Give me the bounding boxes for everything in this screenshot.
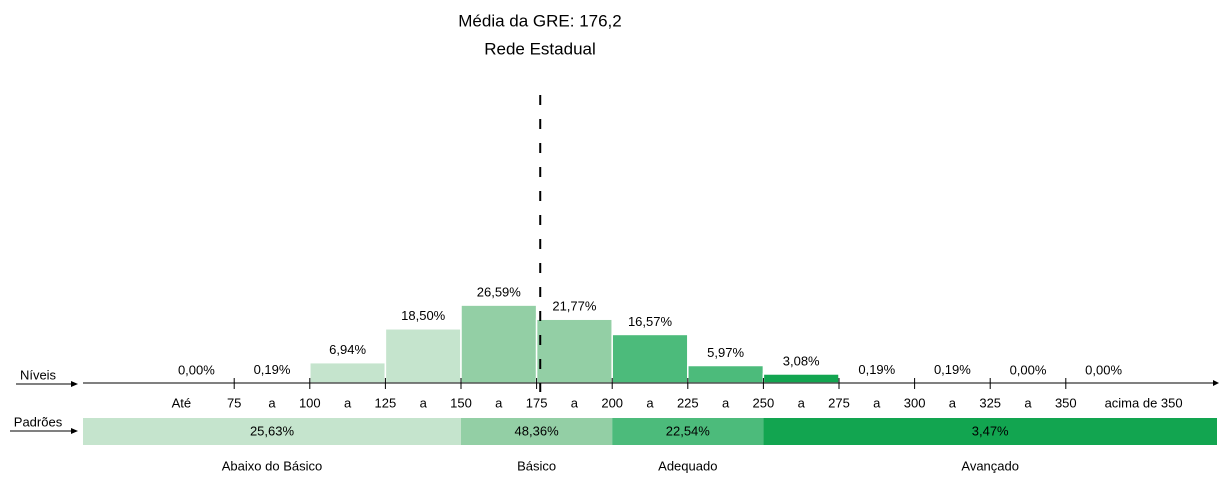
bin-label: a [268,395,276,410]
bin-label: a [344,395,352,410]
value-label: 6,94% [329,342,366,357]
bar [687,364,765,384]
x-tick-label: 325 [979,395,1001,410]
arrowhead [71,381,78,387]
bin-label: a [798,395,806,410]
standard-value-label: 25,63% [250,423,295,438]
x-tick-label: 175 [526,395,548,410]
x-tick-label: 150 [450,395,472,410]
x-tick-label: 350 [1055,395,1077,410]
standard-value-label: 22,54% [666,423,711,438]
value-label: 0,00% [1010,362,1047,377]
bin-label: acima de 350 [1105,395,1183,410]
bar [611,333,689,384]
standards-label: Padrões [14,414,63,429]
chart-subtitle: Rede Estadual [484,39,596,58]
x-tick-label: 75 [227,395,241,410]
bin-label: a [495,395,503,410]
axis-arrowhead [1213,380,1219,386]
standard-segment [763,418,1217,445]
x-tick-label: 200 [601,395,623,410]
bin-label: Até [172,395,192,410]
x-tick-label: 125 [375,395,397,410]
value-label: 3,08% [783,353,820,368]
value-label: 0,19% [858,362,895,377]
standard-segment [612,418,764,445]
value-label: 26,59% [477,285,522,300]
bin-label: a [571,395,579,410]
standard-name: Básico [517,458,556,473]
value-label: 0,00% [178,362,215,377]
bin-label: a [722,395,730,410]
bin-label: a [873,395,881,410]
bin-label: a [420,395,428,410]
value-label: 0,00% [1085,362,1122,377]
standard-segment [83,418,461,445]
bin-label: a [646,395,654,410]
value-label: 21,77% [552,299,597,314]
standard-value-label: 3,47% [972,423,1009,438]
x-tick-label: 275 [828,395,850,410]
value-label: 0,19% [254,362,291,377]
bar [535,318,613,384]
standard-segment [461,418,613,445]
standard-value-label: 48,36% [515,423,560,438]
bin-label: a [1024,395,1032,410]
x-tick-label: 300 [904,395,926,410]
value-label: 18,50% [401,308,446,323]
bar [762,373,840,384]
bar [309,361,387,384]
arrowhead [71,428,78,434]
value-label: 16,57% [628,314,673,329]
axis-label: Níveis [20,367,57,382]
x-tick-label: 225 [677,395,699,410]
x-tick-label: 250 [753,395,775,410]
bar [384,328,462,384]
value-label: 5,97% [707,345,744,360]
standard-name: Abaixo do Básico [222,458,322,473]
standard-name: Avançado [961,458,1019,473]
x-tick-label: 100 [299,395,321,410]
value-label: 0,19% [934,362,971,377]
standard-name: Adequado [658,458,717,473]
chart-title: Média da GRE: 176,2 [458,11,621,30]
bar [460,304,538,384]
bin-label: a [949,395,957,410]
